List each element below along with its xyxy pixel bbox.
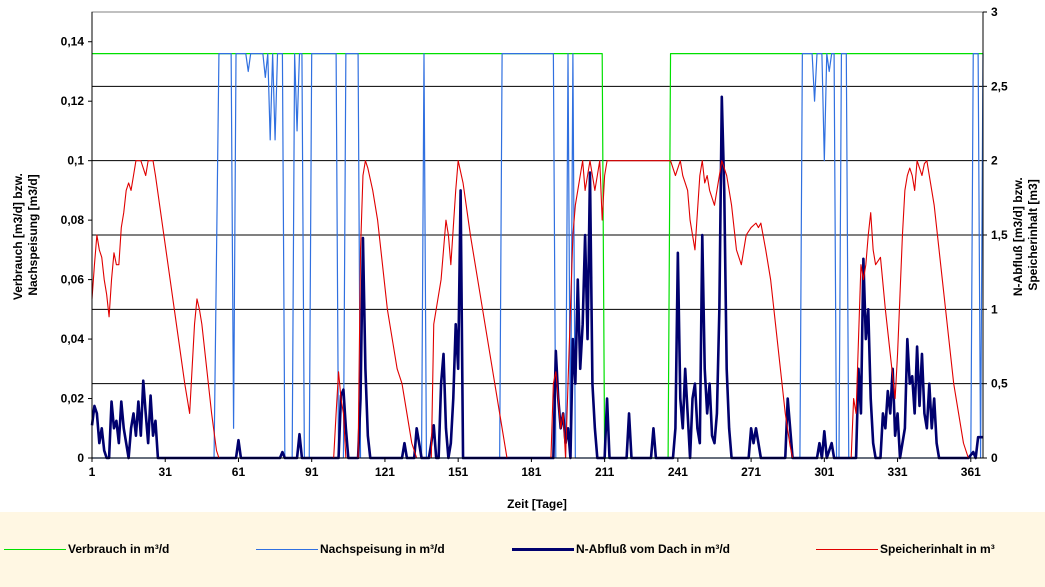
y-tick-label-right: 0,5 (991, 377, 1008, 391)
y-axis-title-left: Verbrauch [m3/d] bzw. Nachspeisung [m3/d… (11, 170, 40, 300)
y-axis-title-left-line-1: Verbrauch [m3/d] bzw. (11, 173, 25, 300)
x-axis-title: Zeit [Tage] (507, 497, 567, 511)
legend: Verbrauch in m³/d Nachspeisung in m³/d N… (0, 512, 1045, 587)
axes (88, 11, 987, 462)
x-tick-label: 271 (741, 465, 761, 479)
y-tick-label-right: 2 (991, 154, 998, 168)
x-tick-label: 31 (159, 465, 173, 479)
y-tick-label-left: 0,06 (61, 273, 85, 287)
y-tick-label-left: 0,12 (61, 94, 85, 108)
legend-swatch-nachspeisung (256, 548, 318, 550)
x-tick-label: 121 (375, 465, 395, 479)
x-tick-label: 301 (814, 465, 834, 479)
y-tick-label-left: 0 (77, 451, 84, 465)
series-line-speicherinhalt-in-m (91, 160, 983, 459)
y-tick-label-left: 0,14 (61, 35, 85, 49)
x-tick-label: 211 (595, 465, 615, 479)
x-tick-label: 61 (232, 465, 246, 479)
y-tick-label-right: 2,5 (991, 79, 1008, 93)
x-tick-label: 241 (668, 465, 688, 479)
legend-label-n-abfluss: N-Abfluß vom Dach in m³/d (576, 542, 730, 556)
y-axis-title-right-line-1: N-Abfluß [m3/d] bzw. (1011, 177, 1025, 296)
y-tick-label-right: 3 (991, 5, 998, 19)
y-tick-label-left: 0,08 (61, 213, 85, 227)
x-tick-label: 1 (89, 465, 96, 479)
x-tick-label: 331 (888, 465, 908, 479)
legend-label-nachspeisung: Nachspeisung in m³/d (320, 542, 445, 556)
y-axis-title-left-line-2: Nachspeisung [m3/d] (26, 174, 40, 295)
y-tick-label-left: 0,04 (61, 332, 85, 346)
line-chart: 1 31 61 91 121 151 181 211 241 271 301 331 36100,020… (11, 5, 1040, 511)
x-tick-label: 91 (305, 465, 319, 479)
legend-item-speicherinhalt: Speicherinhalt in m³ (816, 542, 995, 556)
legend-swatch-speicherinhalt (816, 548, 878, 550)
y-axis-title-right-line-2: Speicherinhalt [m3] (1026, 179, 1040, 290)
y-axis-title-right: N-Abfluß [m3/d] bzw. Speicherinhalt [m3] (1011, 174, 1040, 296)
legend-swatch-verbrauch (4, 548, 66, 550)
x-tick-label: 151 (448, 465, 468, 479)
legend-swatch-n-abfluss (512, 547, 574, 551)
legend-label-speicherinhalt: Speicherinhalt in m³ (880, 542, 995, 556)
legend-item-n-abfluss: N-Abfluß vom Dach in m³/d (512, 542, 730, 556)
y-tick-label-right: 0 (991, 451, 998, 465)
legend-item-nachspeisung: Nachspeisung in m³/d (256, 542, 445, 556)
x-tick-label: 361 (961, 465, 981, 479)
y-tick-label-right: 1 (991, 302, 998, 316)
legend-label-verbrauch: Verbrauch in m³/d (68, 542, 170, 556)
x-tick-label: 181 (521, 465, 541, 479)
tick-labels: 1 31 61 91 121 151 181 211 241 271 301 331 36100,020… (61, 5, 1008, 479)
y-tick-label-right: 1,5 (991, 228, 1008, 242)
legend-item-verbrauch: Verbrauch in m³/d (4, 542, 169, 556)
y-tick-label-left: 0,1 (67, 154, 84, 168)
y-tick-label-left: 0,02 (61, 392, 85, 406)
